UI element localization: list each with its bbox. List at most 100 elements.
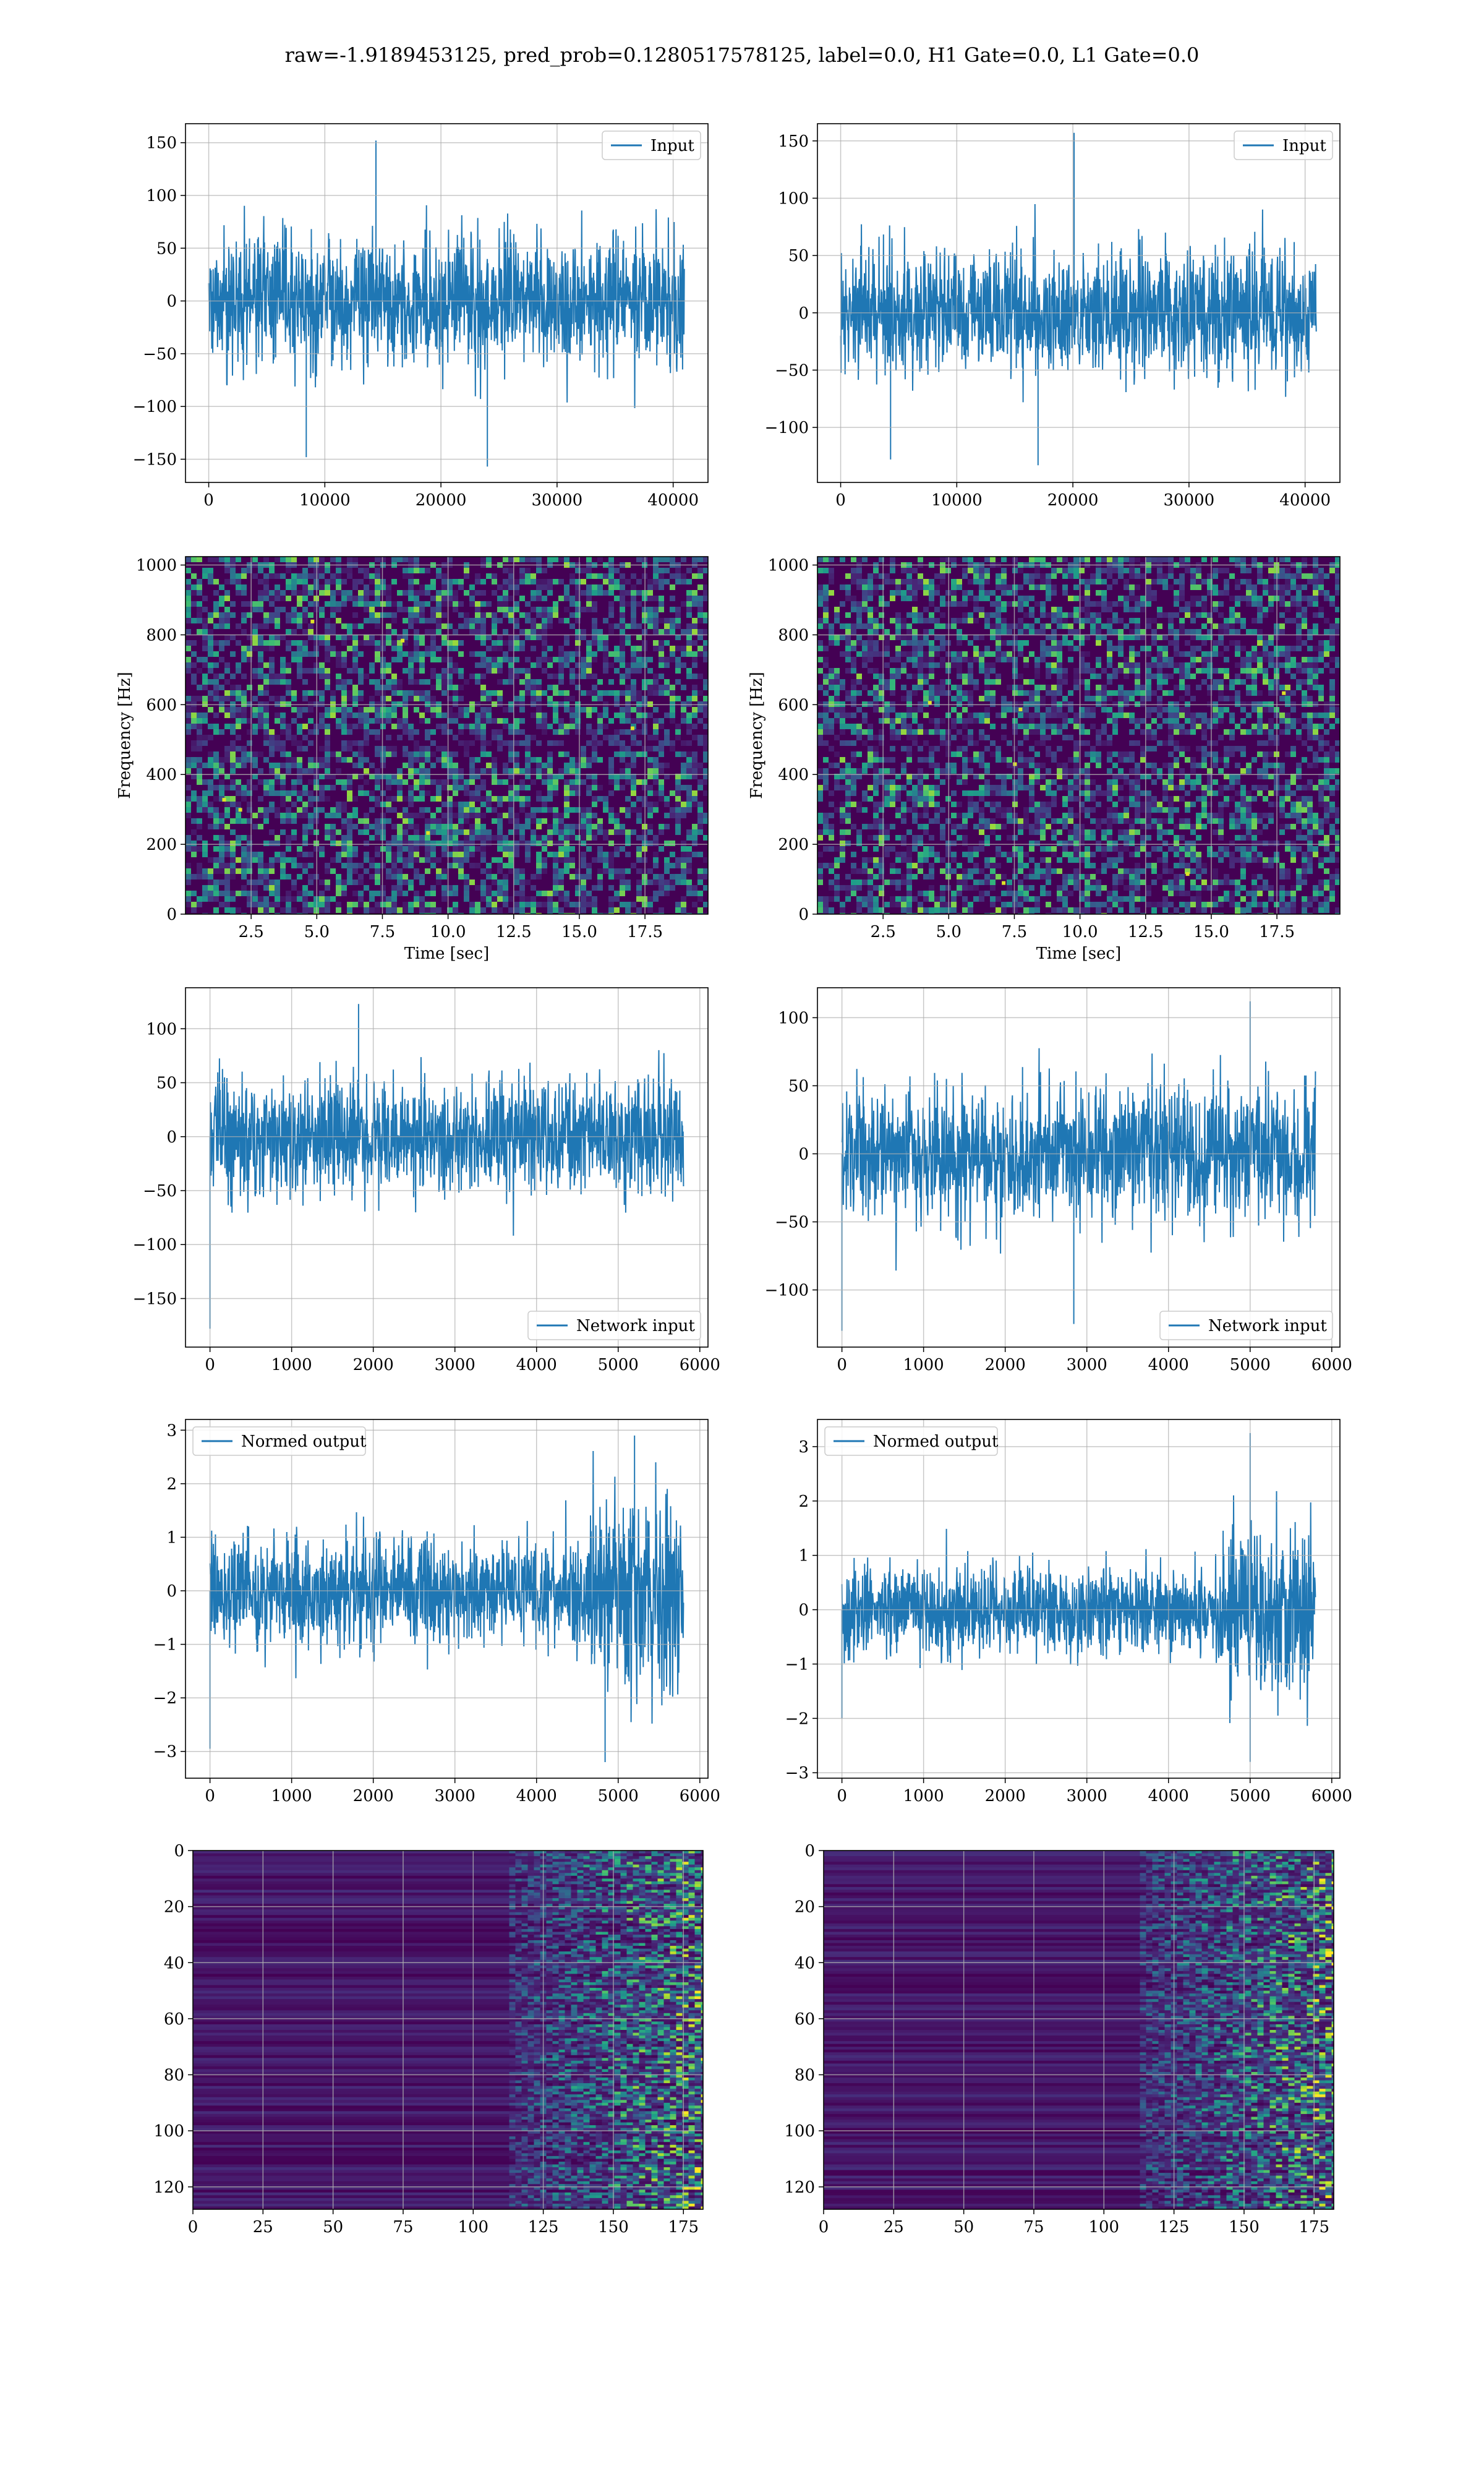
legend-label: Input — [1282, 137, 1326, 155]
spectrogram-cell — [286, 790, 291, 796]
x-tick-label: 17.5 — [627, 923, 663, 941]
spectrogram-cell — [1218, 601, 1224, 607]
spectrogram-cell — [603, 868, 608, 874]
spectrogram-cell — [486, 690, 492, 696]
spectrogram-cell — [625, 835, 631, 841]
spectrogram-cell — [441, 779, 447, 785]
spectrogram-cell — [347, 829, 352, 835]
spectrogram-cell — [1018, 601, 1023, 607]
spectrogram-cell — [1007, 629, 1012, 635]
spectrogram-cell — [302, 651, 308, 657]
spectrogram-cell — [934, 685, 940, 690]
spectrogram-cell — [186, 724, 191, 729]
spectrogram-cell — [697, 646, 703, 651]
spectrogram-cell — [620, 874, 625, 880]
spectrogram-cell — [319, 674, 325, 679]
spectrogram-cell — [1285, 651, 1290, 657]
spectrogram-cell — [525, 735, 531, 740]
spectrogram-cell — [497, 913, 503, 914]
spectrogram-cell — [542, 902, 547, 907]
spectrogram-cell — [906, 635, 912, 640]
spectrogram-cell — [912, 607, 918, 612]
spectrogram-cell — [369, 601, 375, 607]
spectrogram-cell — [558, 646, 564, 651]
spectrogram-cell — [603, 690, 608, 696]
spectrogram-cell — [447, 802, 453, 807]
spectrogram-cell — [280, 557, 286, 562]
spectrogram-cell — [845, 623, 851, 629]
spectrogram-cell — [929, 590, 934, 596]
spectrogram-cell — [670, 623, 675, 629]
spectrogram-cell — [302, 612, 308, 618]
spectrogram-cell — [597, 573, 603, 579]
legend-label: Input — [650, 137, 694, 155]
spectrogram-cell — [497, 701, 503, 707]
spectrogram-cell — [408, 651, 414, 657]
spectrogram-cell — [681, 868, 686, 874]
spectrogram-cell — [1307, 579, 1313, 584]
spectrogram-cell — [575, 584, 581, 590]
spectrogram-cell — [625, 880, 631, 885]
spectrogram-cell — [592, 757, 597, 763]
spectrogram-cell — [186, 657, 191, 662]
spectrogram-cell — [586, 668, 592, 674]
spectrogram-cell — [414, 651, 419, 657]
spectrogram-cell — [453, 751, 458, 757]
spectrogram-cell — [951, 557, 957, 562]
spectrogram-cell — [929, 640, 934, 646]
spectrogram-cell — [286, 907, 291, 913]
spectrogram-cell — [503, 880, 508, 885]
spectrogram-cell — [957, 629, 962, 635]
spectrogram-cell — [380, 824, 386, 829]
spectrogram-cell — [1329, 679, 1335, 685]
spectrogram-cell — [436, 674, 441, 679]
spectrogram-cell — [659, 785, 664, 790]
spectrogram-cell — [686, 774, 692, 779]
spectrogram-cell — [330, 707, 336, 713]
spectrogram-cell — [475, 790, 480, 796]
spectrogram-cell — [403, 763, 408, 768]
spectrogram-cell — [364, 568, 369, 573]
spectrogram-cell — [586, 557, 592, 562]
spectrogram-cell — [1263, 612, 1268, 618]
spectrogram-cell — [508, 573, 514, 579]
spectrogram-cell — [1313, 596, 1318, 601]
spectrogram-cell — [386, 907, 391, 913]
spectrogram-cell — [202, 807, 208, 813]
spectrogram-cell — [519, 579, 525, 584]
spectrogram-cell — [436, 824, 441, 829]
spectrogram-cell — [625, 751, 631, 757]
spectrogram-cell — [608, 584, 614, 590]
spectrogram-cell — [191, 674, 197, 679]
spectrogram-cell — [469, 590, 475, 596]
spectrogram-cell — [586, 713, 592, 718]
spectrogram-cell — [403, 573, 408, 579]
spectrogram-cell — [1023, 690, 1029, 696]
spectrogram-cell — [597, 584, 603, 590]
spectrogram-cell — [697, 629, 703, 635]
spectrogram-cell — [620, 662, 625, 668]
spectrogram-cell — [542, 579, 547, 584]
spectrogram-cell — [608, 757, 614, 763]
spectrogram-cell — [603, 701, 608, 707]
spectrogram-cell — [419, 779, 425, 785]
spectrogram-cell — [352, 868, 358, 874]
spectrogram-cell — [1001, 601, 1007, 607]
spectrogram-cell — [497, 746, 503, 751]
spectrogram-cell — [592, 835, 597, 841]
spectrogram-cell — [341, 640, 347, 646]
spectrogram-cell — [480, 740, 486, 746]
spectrogram-cell — [1040, 646, 1046, 651]
spectrogram-cell — [224, 724, 230, 729]
spectrogram-cell — [1196, 568, 1201, 573]
x-tick-label: 20000 — [416, 491, 467, 510]
spectrogram-cell — [581, 662, 586, 668]
spectrogram-cell — [1012, 662, 1018, 668]
spectrogram-cell — [369, 774, 375, 779]
spectrogram-cell — [419, 718, 425, 724]
spectrogram-cell — [664, 579, 670, 584]
spectrogram-cell — [247, 802, 252, 807]
spectrogram-cell — [1229, 612, 1235, 618]
spectrogram-cell — [951, 584, 957, 590]
spectrogram-cell — [441, 640, 447, 646]
